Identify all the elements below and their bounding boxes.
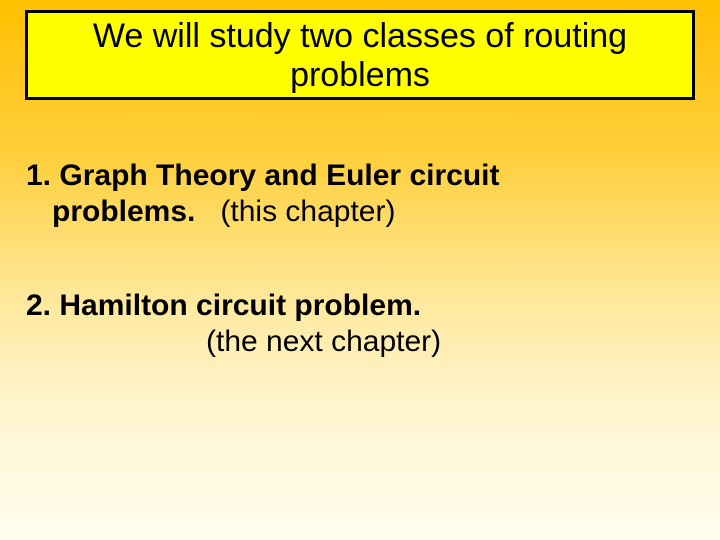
- item-2-line1: 2. Hamilton circuit problem.: [26, 288, 700, 324]
- item-2-bold: Hamilton circuit problem.: [59, 289, 421, 322]
- slide: We will study two classes of routing pro…: [0, 0, 720, 540]
- item-1-line1: 1. Graph Theory and Euler circuit: [26, 158, 700, 194]
- title-box: We will study two classes of routing pro…: [25, 10, 695, 100]
- item-2-number: 2.: [26, 289, 51, 322]
- item-1-bold-end: problems.: [52, 195, 195, 228]
- title-text: We will study two classes of routing pro…: [36, 17, 684, 95]
- item-1-number: 1.: [26, 159, 51, 192]
- item-1-line2: problems. (this chapter): [26, 194, 700, 230]
- item-1-bold-start: Graph Theory and Euler circuit: [59, 159, 499, 192]
- item-1-plain: (this chapter): [220, 195, 395, 228]
- list-item-2: 2. Hamilton circuit problem. (the next c…: [26, 288, 700, 360]
- item-2-line2: (the next chapter): [26, 324, 700, 360]
- body-content: 1. Graph Theory and Euler circuit proble…: [20, 158, 700, 360]
- list-item-1: 1. Graph Theory and Euler circuit proble…: [26, 158, 700, 230]
